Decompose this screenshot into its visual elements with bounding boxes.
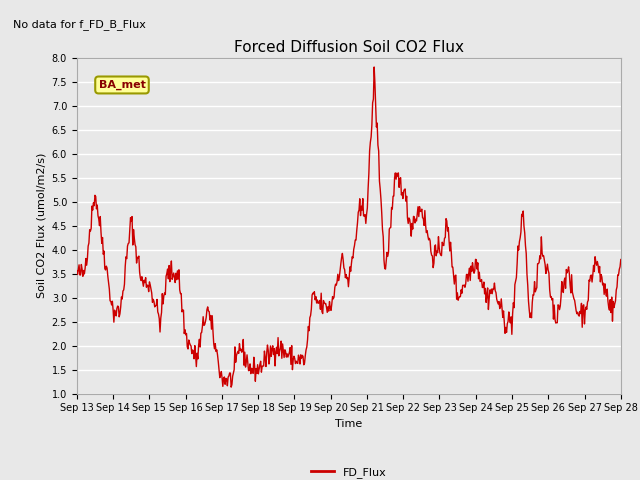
Legend: FD_Flux: FD_Flux: [307, 462, 390, 480]
Text: BA_met: BA_met: [99, 80, 145, 90]
Y-axis label: Soil CO2 Flux (umol/m2/s): Soil CO2 Flux (umol/m2/s): [36, 153, 46, 298]
X-axis label: Time: Time: [335, 419, 362, 429]
Title: Forced Diffusion Soil CO2 Flux: Forced Diffusion Soil CO2 Flux: [234, 40, 464, 55]
Text: No data for f_FD_B_Flux: No data for f_FD_B_Flux: [13, 19, 146, 30]
